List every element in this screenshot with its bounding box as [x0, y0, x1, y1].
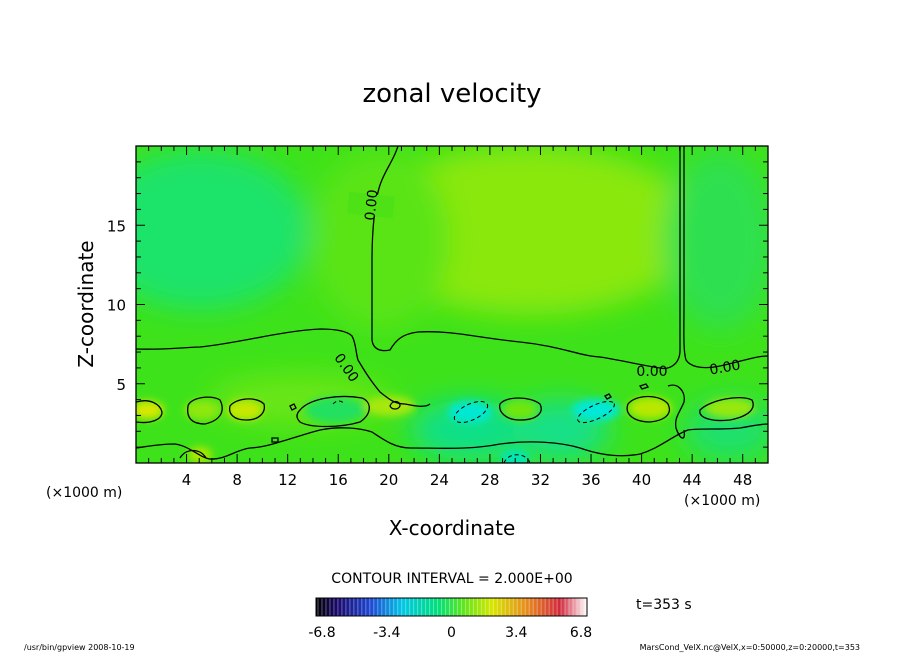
footer-left: /usr/bin/gpview 2008-10-19: [24, 643, 135, 652]
colorbar-stripes: [317, 598, 586, 616]
x-axis: 4 8 12 16 20 24 28 32 36 40 44 48: [148, 146, 756, 489]
colorbar: -6.8 -3.4 0 3.4 6.8: [308, 597, 592, 641]
x-tick-label: 48: [733, 471, 752, 489]
footer-right: MarsCond_VelX.nc@VelX,x=0:50000,z=0:2000…: [640, 643, 860, 652]
contour-cell-4: [296, 395, 370, 428]
colorbar-ticks: -6.8 -3.4 0 3.4 6.8: [308, 625, 592, 641]
time-label: t=353 s: [636, 597, 692, 613]
colorbar-tick-label: 3.4: [505, 625, 527, 641]
x-tick-label: 8: [232, 471, 242, 489]
x-tick-label: 16: [329, 471, 348, 489]
chart-title: zonal velocity: [362, 79, 541, 109]
colorbar-tick-label: 0: [447, 625, 456, 641]
contour-small-2: [271, 437, 279, 443]
contour-neg-2: [577, 400, 615, 424]
contour-label: 0.00: [362, 189, 381, 222]
contour-small-4: [604, 393, 612, 400]
x-tick-label: 24: [430, 471, 449, 489]
contour-cell-3: [228, 398, 266, 421]
contour-small-3: [638, 383, 650, 390]
contour-label: 0.00: [636, 364, 667, 380]
contour-small-1: [289, 403, 297, 411]
contour-cell-5: [499, 397, 542, 421]
contour-interval: CONTOUR INTERVAL = 2.000E+00: [331, 571, 572, 587]
contour-lines: [136, 146, 768, 460]
y-axis: 5 10 15: [107, 161, 768, 448]
contour-small-6: [389, 400, 401, 410]
x-tick-label: 12: [278, 471, 297, 489]
x-tick-label: 4: [182, 471, 192, 489]
y-tick-label: 15: [107, 217, 126, 235]
field-features: [136, 396, 755, 463]
plot-area: 0.00 0.00 0.00 0.00: [136, 146, 768, 463]
contour-zero-right: [683, 146, 768, 369]
contour-zero-tower: [371, 146, 681, 370]
contour-cell-7: [699, 396, 754, 422]
contour-negative-lines: [332, 400, 615, 463]
y-tick-label: 10: [107, 297, 126, 315]
colorbar-tick-label: -6.8: [308, 625, 335, 641]
contour-cell-2: [186, 396, 223, 425]
x-tick-label: 36: [581, 471, 600, 489]
contour-small-5: [179, 449, 207, 459]
x-tick-label: 44: [683, 471, 702, 489]
contour-neg-3: [503, 454, 531, 463]
contour-neg-4: [332, 400, 345, 405]
contour-cell-8: [667, 384, 686, 439]
colorbar-tick-label: -3.4: [373, 625, 400, 641]
x-tick-label: 28: [480, 471, 499, 489]
x-tick-label: 32: [531, 471, 550, 489]
x-tick-label: 40: [632, 471, 651, 489]
x-axis-label: X-coordinate: [389, 516, 516, 540]
contour-cell-1: [136, 400, 163, 424]
contour-label-group: 0.00 0.00 0.00 0.00: [331, 189, 742, 386]
y-axis-label: Z-coordinate: [74, 240, 98, 367]
colorbar-tick-label: 6.8: [570, 625, 592, 641]
contour-cell-6: [626, 395, 671, 423]
contour-label: 0.00: [708, 357, 741, 378]
y-tick-label: 5: [116, 376, 126, 394]
colorbar-gradient: [316, 598, 587, 616]
contour-bottom-band: [136, 423, 768, 460]
x-unit-right: (×1000 m): [684, 493, 760, 509]
x-unit-left: (×1000 m): [46, 485, 122, 501]
x-tick-label: 20: [379, 471, 398, 489]
colorbar-frame: [315, 597, 588, 617]
contour-neg-1: [453, 400, 489, 424]
